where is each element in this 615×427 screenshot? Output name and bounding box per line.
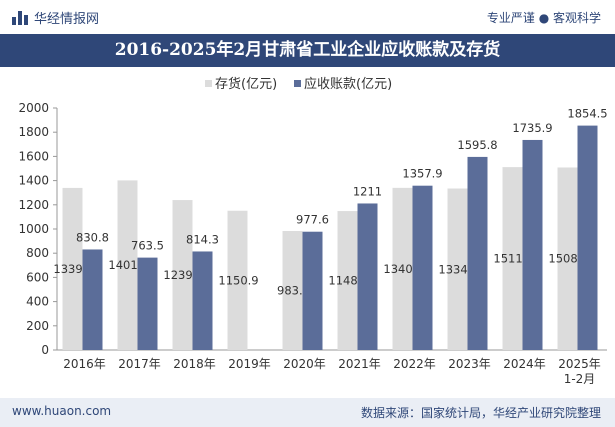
y-tick-label: 1400 (18, 174, 49, 188)
top-bar: 华经情报网 专业严谨 ● 客观科学 (0, 0, 615, 34)
x-tick-label: 2022年 (393, 357, 436, 371)
legend-swatch (294, 80, 301, 87)
x-axis-labels: 2016年 2017年 2018年 2019年 2020年 2021年 2022年 2023年… (63, 357, 601, 386)
receivables-bar (137, 257, 158, 350)
x-tick-label: 2020年 (283, 357, 326, 371)
tagline: 专业严谨 ● 客观科学 (486, 11, 601, 25)
chart-title: 2016-2025年2月甘肃省工业企业应收账款及存货 (0, 34, 615, 67)
y-tick-label: 200 (26, 319, 49, 333)
receivables-value-label: 814.3 (186, 232, 219, 246)
receivables-bar (192, 251, 213, 350)
x-tick-label: 2016年 (63, 357, 106, 371)
y-axis: 0 200 400 600 800 1000 1200 1400 1600 1800 2000 (18, 101, 607, 357)
brand: 华经情报网 (12, 8, 99, 27)
legend-label: 应收账款(亿元) (304, 76, 392, 92)
inventory-bar (447, 188, 468, 350)
y-tick-label: 1800 (18, 125, 49, 139)
footer-bar: www.huaon.com 数据来源：国家统计局，华经产业研究院整理 (0, 398, 615, 427)
receivables-bar (522, 139, 543, 350)
y-tick-label: 1600 (18, 149, 49, 163)
inventory-value-label: 983.5 (277, 283, 310, 297)
website-link[interactable]: www.huaon.com (12, 404, 112, 418)
y-tick-label: 0 (41, 343, 49, 357)
receivables-bar (577, 125, 598, 350)
receivables-bar (357, 203, 378, 350)
receivables-bar (412, 185, 433, 350)
receivables-value-label: 977.6 (296, 213, 329, 227)
x-tick-label: 2018年 (173, 357, 216, 371)
brand-name: 华经情报网 (34, 12, 100, 27)
inventory-bar (392, 187, 413, 350)
receivables-value-label: 1595.8 (457, 138, 497, 152)
receivables-bar (302, 231, 323, 350)
data-source: 数据来源：国家统计局，华经产业研究院整理 (360, 406, 601, 420)
inventory-bar (172, 200, 193, 350)
x-tick-label: 2025年 (558, 357, 601, 371)
y-tick-label: 400 (26, 295, 49, 309)
x-tick-label: 2017年 (118, 357, 161, 371)
inventory-bar (117, 180, 138, 350)
x-tick-label: 2023年 (448, 357, 491, 371)
receivables-value-label: 763.5 (131, 239, 164, 253)
y-tick-label: 600 (26, 270, 49, 284)
x-tick-label: 2021年 (338, 357, 381, 371)
receivables-value-label: 1357.9 (402, 167, 442, 181)
x-tick-label: 2019年 (228, 357, 271, 371)
inventory-bar (337, 211, 358, 350)
inventory-bar (502, 167, 523, 350)
bar-chart: 存货(亿元) 应收账款(亿元) 0 200 400 600 800 1000 1200 1400… (18, 76, 608, 386)
receivables-value-label: 830.8 (76, 230, 109, 244)
x-tick-label: 2024年 (503, 357, 546, 371)
inventory-bar (62, 187, 83, 350)
y-tick-label: 1000 (18, 222, 49, 236)
inventory-bar (557, 167, 578, 350)
logo-icon (12, 10, 28, 25)
receivables-bar (467, 156, 488, 350)
inventory-bar (227, 210, 248, 350)
receivables-value-label: 1735.9 (512, 121, 552, 135)
bars-group: 1339.4830.81401.7763.51239.3814.31150.99… (53, 107, 608, 350)
receivables-value-label: 1854.5 (567, 107, 607, 121)
receivables-value-label: 1211 (353, 184, 382, 198)
receivables-bar (82, 249, 103, 350)
x-tick-label: 1-2月 (564, 372, 596, 386)
legend-swatch (205, 80, 212, 87)
legend: 存货(亿元) 应收账款(亿元) (205, 76, 392, 92)
y-tick-label: 1200 (18, 198, 49, 212)
inventory-bar (282, 230, 303, 350)
y-tick-label: 800 (26, 246, 49, 260)
y-tick-label: 2000 (18, 101, 49, 115)
legend-label: 存货(亿元) (215, 76, 277, 92)
inventory-value-label: 1150.9 (218, 273, 258, 287)
